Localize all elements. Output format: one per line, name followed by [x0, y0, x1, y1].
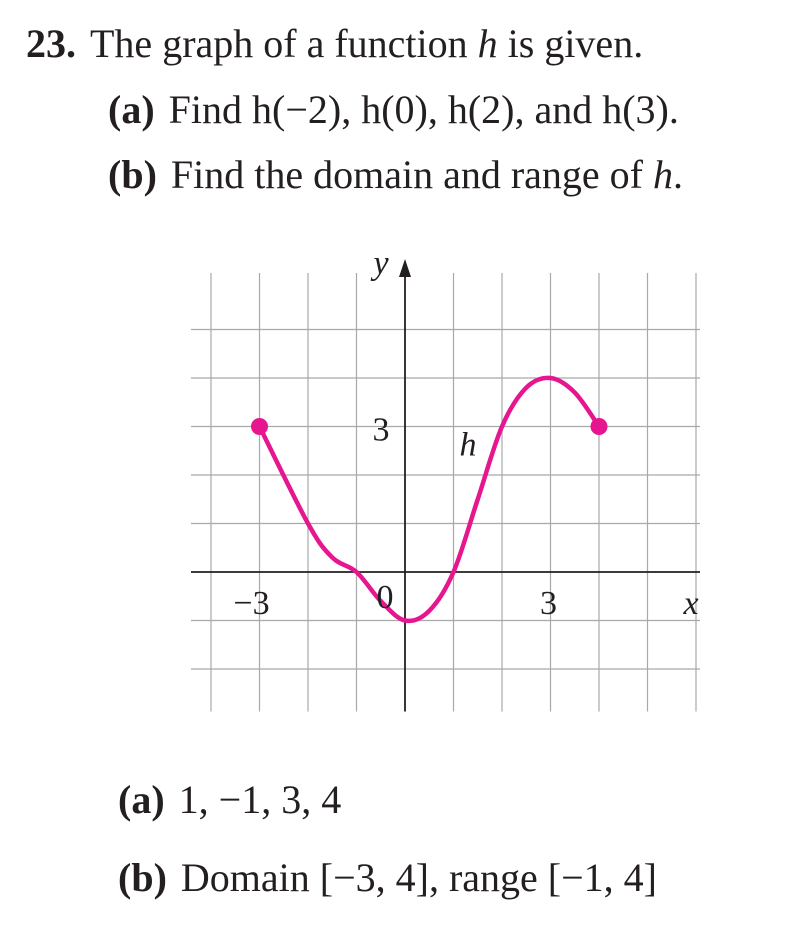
part-b-question: (b) Find the domain and range of h.: [108, 153, 683, 197]
part-a-label: (a): [108, 87, 155, 132]
part-b-text-post: .: [673, 152, 683, 197]
statement-pre: The graph of a function: [90, 21, 478, 66]
x-tick-label: −3: [233, 585, 269, 622]
problem-number: 23.: [26, 21, 76, 66]
endpoint-dot: [590, 418, 608, 435]
function-label: h: [460, 427, 477, 464]
part-b-text-var: h: [653, 152, 673, 197]
part-a-text: Find h(−2), h(0), h(2), and h(3).: [168, 87, 679, 132]
axes: [191, 259, 700, 712]
problem-statement: 23. The graph of a function h is given.: [26, 22, 643, 66]
label-layer: −3 3 3 0 x y h: [233, 255, 698, 622]
endpoint-dot: [251, 418, 268, 435]
answer-b: (b) Domain [−3, 4], range [−1, 4]: [118, 856, 657, 900]
curve-layer: [251, 375, 608, 624]
function-graph: −3 3 3 0 x y h: [191, 255, 700, 712]
statement-post: is given.: [497, 21, 644, 66]
answer-a-text: 1, −1, 3, 4: [178, 777, 342, 822]
function-curve: [257, 375, 602, 624]
part-b-label: (b): [108, 152, 157, 197]
y-tick-label: 3: [373, 412, 390, 449]
y-axis-arrow: [399, 259, 411, 277]
statement-var: h: [477, 21, 498, 66]
answer-b-label: (b): [118, 855, 167, 900]
origin-label: 0: [377, 579, 394, 616]
answer-a: (a) 1, −1, 3, 4: [118, 778, 341, 822]
part-b-text-pre: Find the domain and range of: [170, 152, 653, 197]
x-axis-label: x: [682, 585, 698, 622]
grid: [191, 273, 700, 712]
x-tick-label: 3: [540, 585, 557, 622]
answer-b-text: Domain [−3, 4], range [−1, 4]: [180, 855, 657, 900]
y-axis-label: y: [370, 255, 389, 282]
part-a-question: (a) Find h(−2), h(0), h(2), and h(3).: [108, 88, 679, 132]
answer-a-label: (a): [118, 777, 165, 822]
